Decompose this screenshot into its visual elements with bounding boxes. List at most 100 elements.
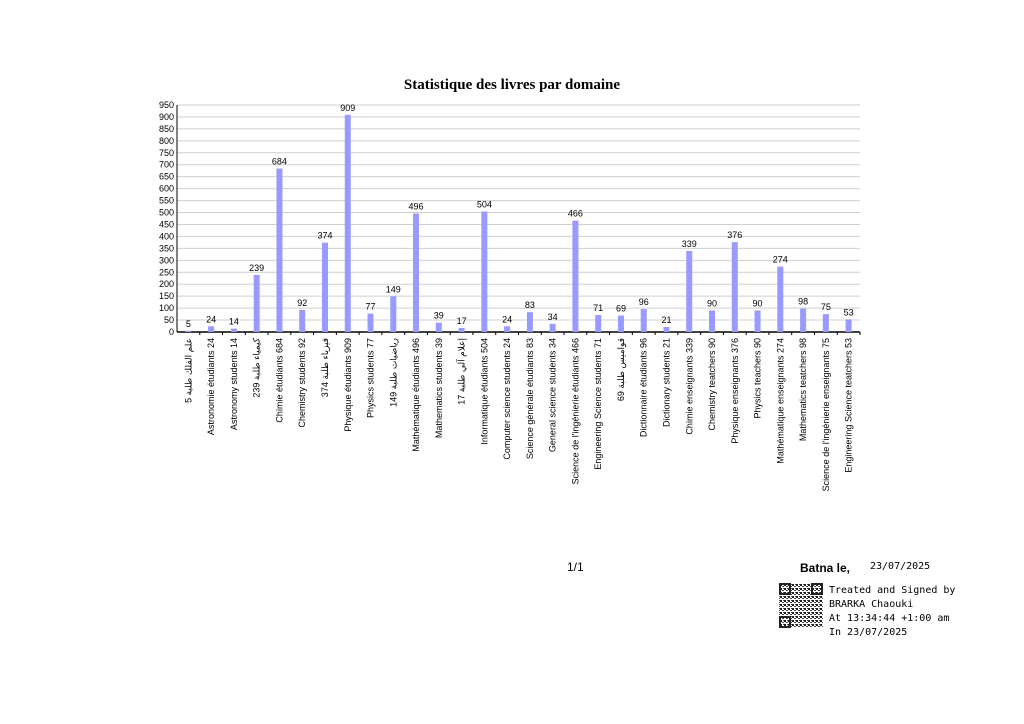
y-tick-label: 200 — [159, 279, 174, 289]
bar — [549, 323, 556, 332]
value-label: 75 — [821, 302, 831, 312]
bar — [367, 313, 374, 332]
bar — [640, 309, 647, 332]
bar — [276, 168, 283, 332]
value-label: 684 — [272, 157, 287, 167]
value-label: 376 — [727, 230, 742, 240]
x-tick-label: Science générale étudiants 83 — [525, 338, 535, 459]
value-label: 496 — [409, 201, 424, 211]
x-tick-label: رياضيات طلبة 149 — [388, 338, 399, 407]
value-label: 504 — [477, 200, 492, 210]
page-number: 1/1 — [567, 560, 584, 574]
value-label: 21 — [661, 315, 671, 325]
value-label: 149 — [386, 284, 401, 294]
value-label: 83 — [525, 300, 535, 310]
y-tick-label: 300 — [159, 255, 174, 265]
y-tick-label: 700 — [159, 160, 174, 170]
x-tick-label: Astronomie étudiants 24 — [206, 338, 216, 435]
bar — [595, 315, 602, 332]
y-tick-label: 850 — [159, 124, 174, 134]
value-label: 274 — [773, 255, 788, 265]
x-tick-label: كيمياء طلبة 239 — [252, 337, 262, 397]
value-label: 92 — [297, 298, 307, 308]
signature: Treated and Signed by BRARKA Chaouki At … — [829, 584, 955, 640]
place: Batna le, — [800, 561, 851, 575]
signature-line: At 13:34:44 +1:00 am — [829, 613, 950, 624]
signature-line: Treated and Signed by — [829, 585, 956, 596]
value-label: 24 — [206, 314, 216, 324]
bar — [777, 266, 784, 332]
value-label: 909 — [340, 103, 355, 113]
bar — [458, 327, 465, 332]
chart-title: Statistique des livres par domaine — [404, 77, 620, 93]
y-tick-label: 550 — [159, 196, 174, 206]
x-tick-label: علم الفلك طلبة 5 — [183, 338, 194, 403]
x-tick-label: Chimie enseignants 339 — [684, 338, 694, 435]
y-tick-label: 350 — [159, 243, 174, 253]
bar — [481, 211, 488, 332]
value-label: 339 — [682, 239, 697, 249]
y-tick-label: 400 — [159, 231, 174, 241]
x-tick-label: Mathematics students 39 — [434, 338, 444, 438]
bar — [845, 319, 852, 332]
y-tick-label: 50 — [164, 315, 174, 325]
x-tick-label: إعلام آلي طلبة 17 — [456, 338, 468, 405]
value-label: 17 — [457, 316, 467, 326]
x-tick-label: General science students 34 — [548, 338, 558, 452]
x-tick-label: Chemistry teatchers 90 — [707, 338, 717, 431]
x-tick-label: Chemistry students 92 — [297, 338, 307, 428]
value-label: 374 — [317, 231, 332, 241]
y-tick-label: 600 — [159, 184, 174, 194]
value-label: 90 — [707, 298, 717, 308]
y-tick-label: 650 — [159, 172, 174, 182]
bar — [299, 310, 306, 332]
x-tick-label: Dictionary students 21 — [661, 338, 671, 427]
y-tick-label: 750 — [159, 148, 174, 158]
bar — [185, 330, 192, 332]
value-label: 5 — [186, 319, 191, 329]
value-label: 71 — [593, 303, 603, 313]
x-tick-label: Chimie étudiants 684 — [274, 338, 284, 423]
y-tick-label: 800 — [159, 136, 174, 146]
bar — [754, 310, 761, 332]
bar — [526, 312, 533, 332]
y-tick-label: 500 — [159, 208, 174, 218]
bar — [413, 213, 420, 332]
bar — [230, 328, 237, 332]
y-tick-label: 950 — [159, 100, 174, 110]
signature-line: In 23/07/2025 — [829, 627, 908, 638]
x-tick-label: فيزياء طلبة 374 — [320, 338, 331, 397]
value-label: 466 — [568, 209, 583, 219]
x-tick-label: Mathématique étudiants 496 — [411, 338, 421, 452]
value-label: 53 — [844, 307, 854, 317]
value-label: 69 — [616, 304, 626, 314]
value-label: 24 — [502, 314, 512, 324]
value-label: 34 — [548, 312, 558, 322]
bar — [663, 326, 670, 332]
date: 23/07/2025 — [870, 561, 931, 572]
value-label: 96 — [639, 297, 649, 307]
x-tick-label: قواميس طلبة 69 — [616, 338, 627, 401]
bar — [344, 114, 351, 332]
qr-code — [779, 583, 823, 628]
bar — [686, 250, 693, 332]
x-tick-label: Engineering Science students 71 — [593, 338, 603, 470]
y-tick-label: 450 — [159, 219, 174, 229]
bar — [731, 242, 738, 332]
value-label: 39 — [434, 311, 444, 321]
y-tick-label: 900 — [159, 112, 174, 122]
x-tick-label: Physics students 77 — [366, 338, 376, 418]
y-tick-label: 0 — [169, 327, 174, 337]
bar — [435, 322, 442, 332]
x-tick-label: Computer science students 24 — [502, 338, 512, 460]
value-label: 98 — [798, 297, 808, 307]
y-tick-label: 150 — [159, 291, 174, 301]
x-tick-label: Mathematics teatchers 98 — [798, 338, 808, 441]
y-tick-label: 250 — [159, 267, 174, 277]
bar — [709, 310, 716, 332]
x-tick-label: Physics teachers 90 — [753, 338, 763, 419]
signature-line: BRARKA Chaouki — [829, 599, 914, 610]
bar — [504, 326, 511, 332]
